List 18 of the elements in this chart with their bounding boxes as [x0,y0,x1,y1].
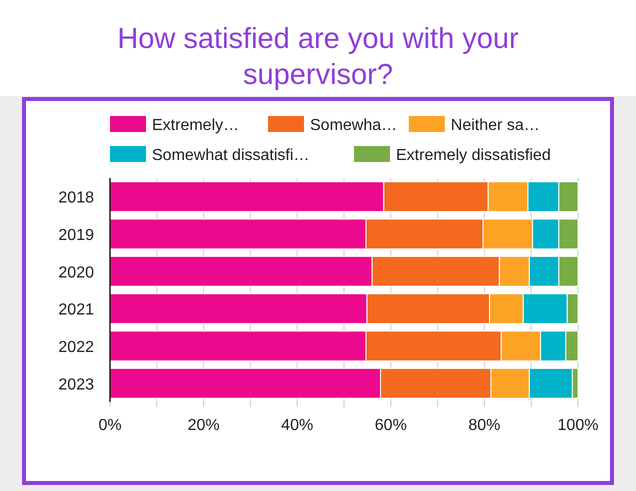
y-tick-label: 2020 [58,264,94,282]
x-tick-label: 80% [468,417,500,434]
y-tick-label: 2022 [58,339,94,356]
x-tick-label: 20% [188,417,220,434]
y-tick-label: 2018 [58,190,94,207]
x-tick-label: 100% [558,417,598,434]
y-tick-label: 2019 [58,227,94,244]
legend-label: Neither sa… [450,117,540,134]
y-tick-label: 2021 [58,302,94,319]
text: Extremely… [152,117,240,134]
x-tick-label: 60% [374,417,407,434]
chart-title: How satisfied are you with your supervisor? [117,23,520,91]
legend-label: Somewha… [310,117,398,134]
x-tick-label: 40% [281,417,314,434]
legend-label: Extremely dissatisfied [396,147,551,164]
x-tick-label: 0% [98,417,122,434]
y-tick-label: 2023 [58,376,94,394]
legend-label: Somewhat dissatisfi… [152,147,310,164]
